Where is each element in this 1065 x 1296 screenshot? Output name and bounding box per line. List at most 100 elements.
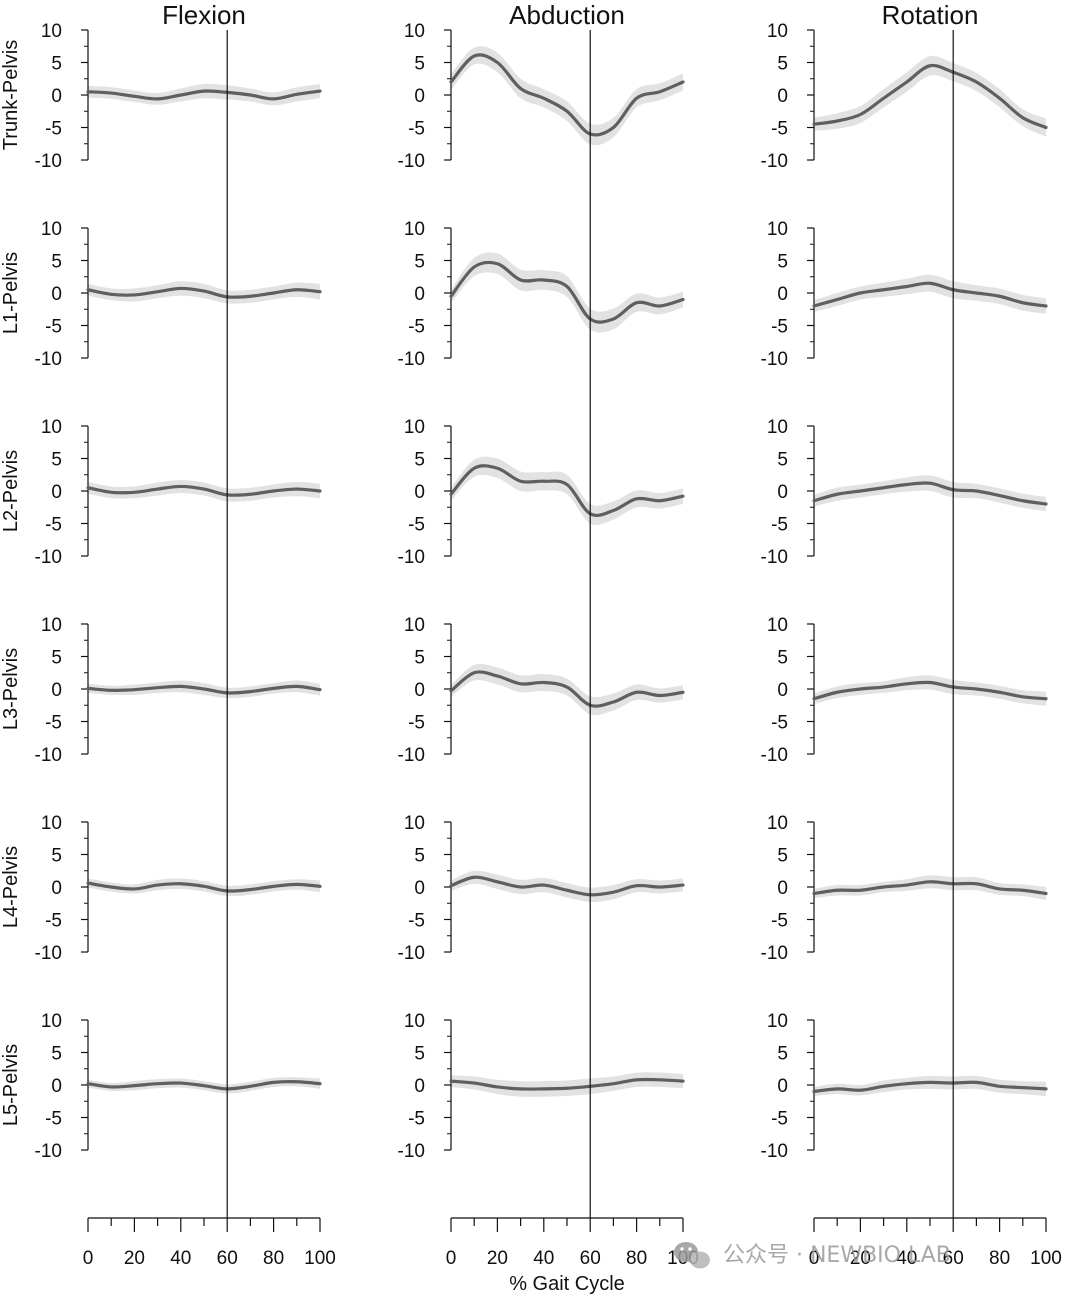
y-tick-label: 5 <box>777 846 788 867</box>
y-tick-label: -5 <box>45 1109 62 1130</box>
x-tick-label: 80 <box>626 1248 647 1269</box>
mean-line <box>86 89 322 101</box>
watermark: 公众号 · NEWBIO LAB <box>674 1242 951 1269</box>
mean-line <box>812 63 1048 130</box>
y-tick-label: -10 <box>761 943 788 964</box>
panel-l2-pelvis-flexion: 10 5 0 -5 -10 <box>35 417 322 568</box>
y-axis: 10 5 0 -5 -10 <box>35 1011 89 1162</box>
sd-band <box>451 663 683 716</box>
y-tick-label: -5 <box>45 119 62 140</box>
y-tick-label: 5 <box>414 450 425 471</box>
y-tick-label: 10 <box>41 1011 62 1032</box>
y-tick-label: 5 <box>51 450 62 471</box>
panel-l2-pelvis-rotation: 10 5 0 -5 -10 <box>761 417 1048 568</box>
panel-l4-pelvis-rotation: 10 5 0 -5 -10 <box>761 813 1048 964</box>
panel-trunk-pelvis-rotation: 10 5 0 -5 -10 <box>761 21 1048 172</box>
sd-band <box>814 875 1046 900</box>
y-tick-label: 0 <box>51 878 62 899</box>
x-tick-label: 100 <box>304 1248 336 1269</box>
y-axis: 10 5 0 -5 -10 <box>761 615 815 766</box>
panel-l5-pelvis-abduction: 10 5 0 -5 -10 <box>398 1011 685 1162</box>
y-tick-label: 10 <box>404 813 425 834</box>
y-tick-label: 5 <box>777 1044 788 1065</box>
x-tick-label: 100 <box>1030 1248 1062 1269</box>
x-axis-rotation: 0 20 40 60 80 100 <box>809 1217 1062 1269</box>
y-axis: 10 5 0 -5 -10 <box>761 417 815 568</box>
panel-l5-pelvis-rotation: 10 5 0 -5 -10 <box>761 1011 1048 1162</box>
y-tick-label: 0 <box>414 284 425 305</box>
y-tick-label: 5 <box>414 54 425 75</box>
y-axis: 10 5 0 -5 -10 <box>398 813 452 964</box>
chart-panels: 10 5 0 -5 -10 10 5 0 -5 -10 10 5 0 -5 -10 10 5 0 -5 -10 10 5 0… <box>35 21 1048 1162</box>
y-tick-label: 0 <box>51 86 62 107</box>
x-axis-title: % Gait Cycle <box>509 1273 625 1295</box>
y-tick-label: 5 <box>414 252 425 273</box>
y-tick-label: -10 <box>398 943 425 964</box>
mean-line <box>812 680 1048 701</box>
x-tick-label: 20 <box>124 1248 145 1269</box>
mean-line <box>449 464 685 518</box>
sd-band <box>451 252 683 333</box>
y-tick-label: 0 <box>777 878 788 899</box>
x-tick-label: 0 <box>809 1248 820 1269</box>
row-labels: Trunk-Pelvis L1-Pelvis L2-Pelvis L3-Pelvis L… <box>0 40 22 1126</box>
x-tick-label: 40 <box>896 1248 917 1269</box>
y-tick-label: 10 <box>404 1011 425 1032</box>
y-tick-label: 10 <box>767 219 788 240</box>
sd-band <box>451 870 683 903</box>
x-axis-flexion: 0 20 40 60 80 100 <box>83 1217 336 1269</box>
y-tick-label: -5 <box>45 713 62 734</box>
y-tick-label: -10 <box>398 151 425 172</box>
y-tick-label: 10 <box>41 615 62 636</box>
y-tick-label: 0 <box>51 1076 62 1097</box>
column-title-abduction: Abduction <box>509 0 625 30</box>
mean-line <box>86 286 322 299</box>
mean-line <box>86 484 322 497</box>
y-tick-label: -10 <box>761 349 788 370</box>
y-tick-label: 5 <box>414 1044 425 1065</box>
y-tick-label: 10 <box>767 813 788 834</box>
y-axis: 10 5 0 -5 -10 <box>35 21 89 172</box>
x-tick-label: 20 <box>850 1248 871 1269</box>
row-label-trunk-pelvis: Trunk-Pelvis <box>0 40 22 150</box>
x-tick-label: 0 <box>446 1248 457 1269</box>
y-tick-label: 0 <box>777 86 788 107</box>
row-label-l5-pelvis: L5-Pelvis <box>0 1044 22 1126</box>
y-tick-label: -5 <box>771 119 788 140</box>
y-tick-label: 5 <box>51 252 62 273</box>
y-tick-label: -5 <box>771 317 788 338</box>
mean-line <box>812 880 1048 896</box>
y-axis: 10 5 0 -5 -10 <box>398 1011 452 1162</box>
y-tick-label: 10 <box>767 21 788 42</box>
y-tick-label: -5 <box>771 515 788 536</box>
x-tick-label: 60 <box>217 1248 238 1269</box>
y-tick-label: -5 <box>771 911 788 932</box>
panel-l1-pelvis-abduction: 10 5 0 -5 -10 <box>398 219 685 370</box>
y-axis: 10 5 0 -5 -10 <box>35 417 89 568</box>
y-tick-label: 0 <box>414 680 425 701</box>
y-tick-label: -5 <box>408 317 425 338</box>
panel-l1-pelvis-flexion: 10 5 0 -5 -10 <box>35 219 322 370</box>
y-tick-label: 0 <box>51 284 62 305</box>
y-tick-label: 0 <box>777 680 788 701</box>
sd-band <box>88 83 320 106</box>
y-tick-label: 5 <box>414 846 425 867</box>
y-tick-label: 5 <box>51 1044 62 1065</box>
y-tick-label: 0 <box>51 482 62 503</box>
sd-band <box>814 55 1046 137</box>
y-axis: 10 5 0 -5 -10 <box>761 813 815 964</box>
y-tick-label: -10 <box>761 1141 788 1162</box>
y-tick-label: -10 <box>398 1141 425 1162</box>
y-tick-label: 10 <box>767 1011 788 1032</box>
mean-line <box>86 881 322 893</box>
y-tick-label: 5 <box>51 648 62 669</box>
sd-band <box>451 1072 683 1097</box>
watermark-text: 公众号 · NEWBIO LAB <box>723 1243 951 1268</box>
mean-line <box>449 260 685 324</box>
y-tick-label: -10 <box>761 745 788 766</box>
sd-band <box>814 1075 1046 1097</box>
y-tick-label: 0 <box>777 284 788 305</box>
y-tick-label: -10 <box>35 151 62 172</box>
